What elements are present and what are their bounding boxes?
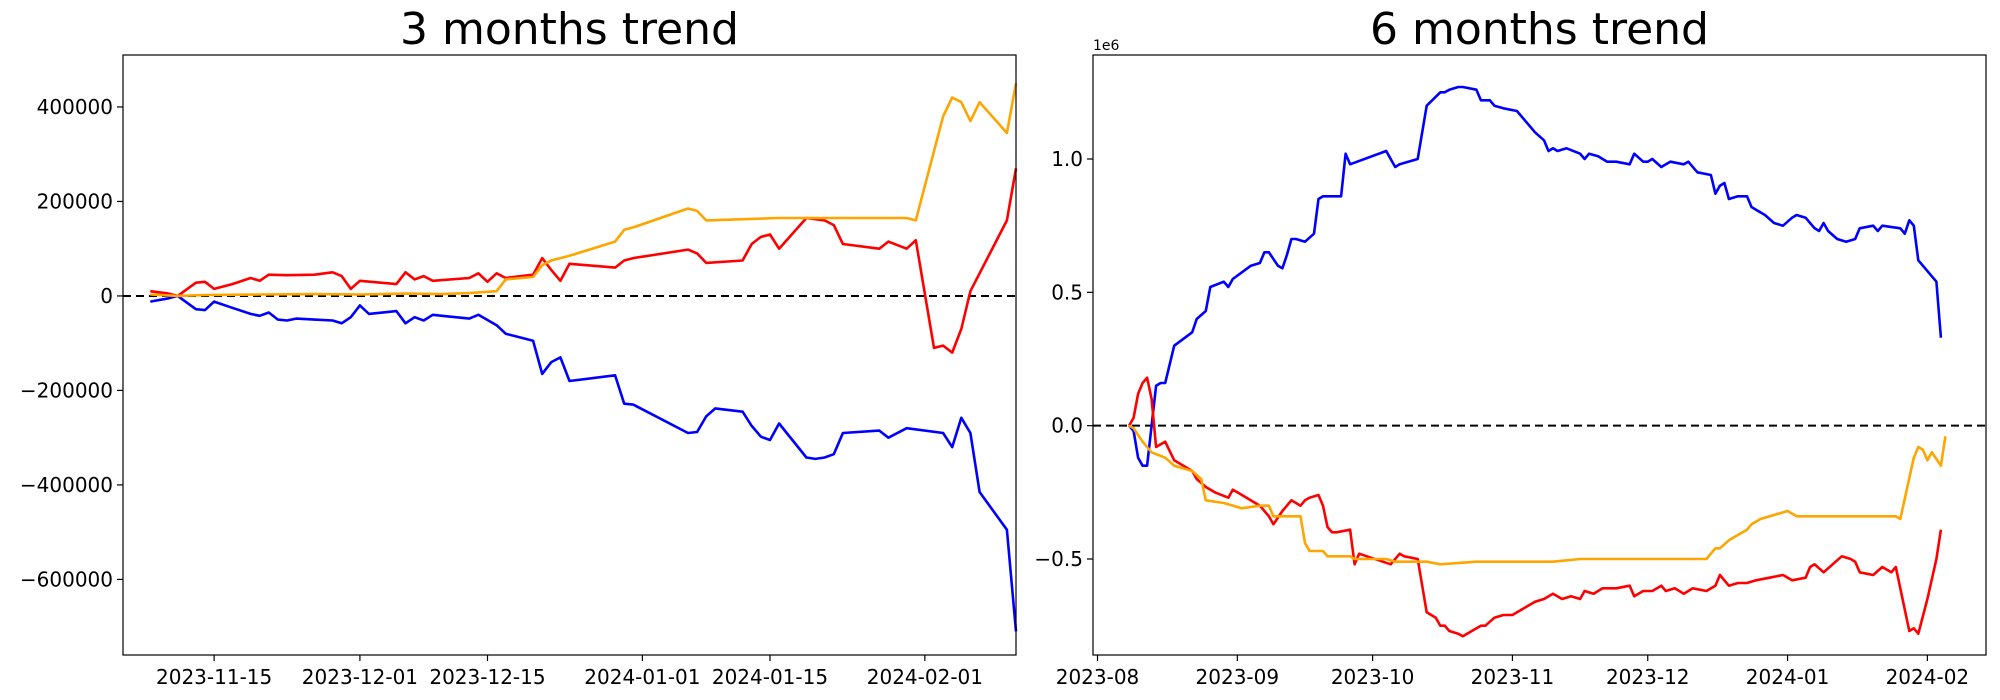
series-line-0 <box>1128 85 1943 467</box>
axes-frame <box>1092 54 1987 656</box>
x-tick-label: 2024-02 <box>1886 665 1970 689</box>
y-tick-label: 400000 <box>37 95 113 119</box>
chart-title: 6 months trend <box>1370 4 1709 55</box>
series-line-2 <box>150 83 1018 298</box>
x-tick-label: 2024-01-01 <box>584 665 700 689</box>
y-tick-label: 200000 <box>37 189 113 213</box>
x-tick-label: 2023-08 <box>1056 665 1140 689</box>
y-tick-label: 1.0 <box>1051 147 1083 171</box>
series-line-1 <box>1127 376 1943 638</box>
y-tick-label: −600000 <box>20 567 113 591</box>
x-tick-label: 2024-02-01 <box>867 665 983 689</box>
x-tick-label: 2023-11-15 <box>156 665 272 689</box>
y-offset-label: 1e6 <box>1093 38 1120 54</box>
series-line-0 <box>150 294 1018 632</box>
x-tick-label: 2024-01 <box>1746 665 1830 689</box>
x-tick-label: 2023-11 <box>1471 665 1555 689</box>
x-tick-label: 2023-12 <box>1606 665 1690 689</box>
series-line-2 <box>1128 424 1947 566</box>
y-tick-label: −0.5 <box>1034 547 1083 571</box>
series-line-1 <box>150 168 1018 354</box>
chart-title: 3 months trend <box>400 4 739 55</box>
y-tick-label: 0.0 <box>1051 414 1083 438</box>
y-tick-label: −200000 <box>20 378 113 402</box>
axes-frame <box>122 54 1017 656</box>
chart-3-months: 3 months trend 2023-11-15 2023-12-01 2023-1… <box>20 4 1018 689</box>
x-tick-label: 2023-10 <box>1331 665 1415 689</box>
x-tick-label: 2024-01-15 <box>712 665 828 689</box>
chart-6-months: 6 months trend 2023-08 2023-09 2023-10 2023-… <box>1034 4 1987 689</box>
y-tick-label: 0.5 <box>1051 280 1083 304</box>
x-tick-label: 2023-12-01 <box>302 665 418 689</box>
y-tick-label: 0 <box>100 284 113 308</box>
x-tick-label: 2023-12-15 <box>429 665 545 689</box>
x-tick-label: 2023-09 <box>1196 665 1280 689</box>
y-tick-label: −400000 <box>20 473 113 497</box>
